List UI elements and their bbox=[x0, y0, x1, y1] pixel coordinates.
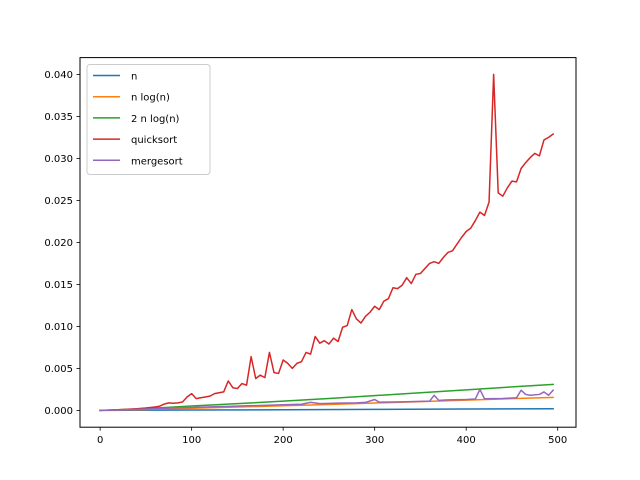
y-tick-label: 0.025 bbox=[44, 196, 73, 207]
plot-lines bbox=[99, 73, 555, 412]
y-tick-label: 0.000 bbox=[44, 406, 73, 417]
legend-label: mergesort bbox=[131, 156, 183, 167]
legend-label: quicksort bbox=[131, 135, 177, 146]
axes-ticks: 0 100 200 300 400 500 0.000 0.005 0.010 0.015 0.02… bbox=[44, 70, 567, 446]
y-tick-label: 0.005 bbox=[44, 364, 73, 375]
legend-label: 2 n log(n) bbox=[131, 114, 180, 125]
axes-frame bbox=[79, 57, 577, 428]
x-tick-label: 300 bbox=[365, 435, 384, 446]
y-tick-label: 0.030 bbox=[44, 154, 73, 165]
legend-box bbox=[86, 64, 211, 175]
series-line-quicksort bbox=[99, 73, 555, 412]
y-tick-label: 0.015 bbox=[44, 280, 73, 291]
y-tick-label: 0.040 bbox=[44, 70, 73, 81]
x-tick-label: 200 bbox=[274, 435, 293, 446]
y-tick-label: 0.010 bbox=[44, 322, 73, 333]
x-tick-label: 500 bbox=[548, 435, 567, 446]
series-line-mergesort bbox=[99, 388, 555, 412]
x-tick-label: 400 bbox=[457, 435, 476, 446]
series-line-2-n-log-n bbox=[99, 383, 554, 412]
legend: n n log(n) 2 n log(n) quicksort mergesort bbox=[86, 64, 211, 175]
x-tick-label: 0 bbox=[97, 435, 103, 446]
x-tick-label: 100 bbox=[182, 435, 201, 446]
legend-label: n log(n) bbox=[131, 93, 170, 104]
y-tick-label: 0.035 bbox=[44, 112, 73, 123]
y-tick-label: 0.020 bbox=[44, 238, 73, 249]
legend-label: n bbox=[131, 72, 137, 83]
series-line-n-log-n bbox=[99, 396, 554, 412]
series-line-n bbox=[99, 407, 554, 412]
